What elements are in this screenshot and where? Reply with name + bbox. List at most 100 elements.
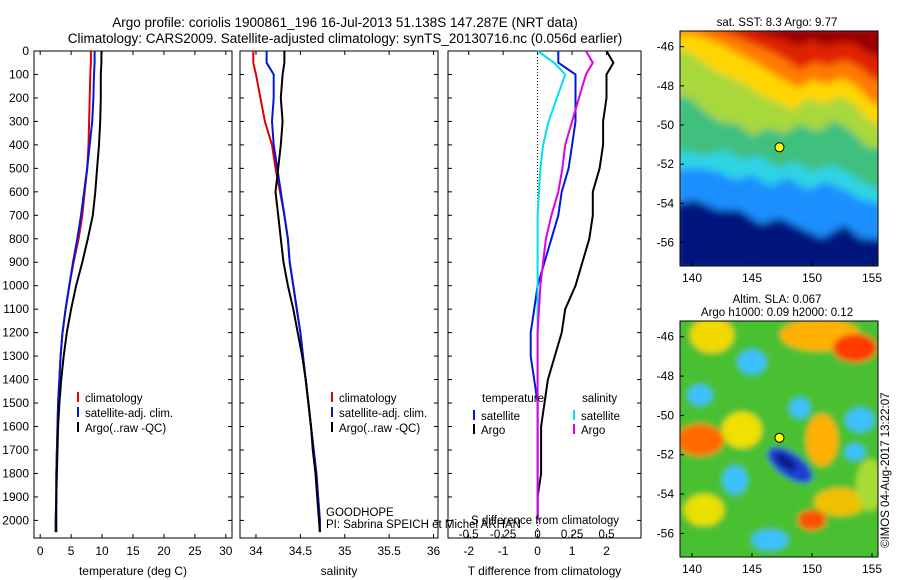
legend-label: climatology [85, 393, 143, 405]
imos-credit: ©IMOS 04-Aug-2017 13:22:07 [880, 392, 892, 548]
x-tick-label: 145 [742, 562, 762, 576]
y-tick-label: -46 [657, 40, 675, 54]
y-tick-label: 1700 [2, 443, 29, 457]
sst-map-field [680, 31, 878, 266]
y-tick-label: -48 [657, 369, 675, 383]
profile-panel-differences: -2 -1 0 1 2 T difference from climatology temp… [447, 50, 642, 578]
legend-label: satellite-adj. clim. [339, 408, 427, 420]
y-tick-label: -54 [657, 487, 675, 501]
y-tick-label: -50 [657, 408, 675, 422]
x-tick-label: 34 [249, 544, 263, 558]
series-line-temperature-argo [536, 50, 615, 521]
y-tick-label: 100 [9, 67, 29, 81]
x-tick-label: 150 [802, 271, 822, 285]
plot-frame [33, 50, 233, 539]
sla-argo-marker [774, 432, 785, 443]
y-tick-label: -54 [657, 196, 675, 210]
profile-panel-temperature: 0 5 10 15 20 25 30 temperature (deg C) 0 100 200 30… [2, 44, 233, 578]
x-tick-label: 15 [126, 544, 140, 558]
x-tick-label: 155 [862, 271, 882, 285]
y-tick-label: 1200 [2, 326, 29, 340]
y-tick-label: -46 [657, 330, 675, 344]
y-tick-label: -52 [657, 157, 675, 171]
x-tick-label: 2 [603, 544, 610, 558]
x-tick-label: 1 [569, 544, 576, 558]
x-tick-label: 150 [802, 562, 822, 576]
x-tick-label: 20 [157, 544, 171, 558]
y-tick-label: 600 [9, 185, 29, 199]
y-tick-label: 0 [22, 44, 29, 58]
legend-title-temperature: temperature [482, 393, 544, 405]
legend-label: Argo [481, 425, 505, 437]
top-x-tick-label: 0.25 [561, 529, 583, 541]
sst-map-axes: 140 145 150 155 -46 -48 -50 -52 -54 -56 [657, 40, 883, 285]
sst-map-frame [679, 30, 879, 267]
legend-label: Argo(..raw -QC) [85, 423, 166, 435]
x-tick-label: 34.5 [289, 544, 313, 558]
x-tick-label: 5 [68, 544, 75, 558]
sst-map-title: sat. SST: 8.3 Argo: 9.77 [717, 17, 838, 29]
sla-map: Altim. SLA: 0.067 Argo h1000: 0.09 h2000… [657, 294, 883, 576]
y-tick-label: 800 [9, 232, 29, 246]
y-tick-label: 1300 [2, 349, 29, 363]
y-tick-label: 1000 [2, 279, 29, 293]
x-axis-label: salinity [321, 564, 358, 578]
figure-title-line1: Argo profile: coriolis 1900861_196 16-Ju… [112, 15, 578, 30]
x-tick-label: -2 [463, 544, 474, 558]
y-tick-label: 200 [9, 91, 29, 105]
y-tick-label: 1100 [3, 302, 29, 316]
y-tick-label: -56 [657, 236, 675, 250]
y-tick-label: 2000 [2, 513, 29, 527]
y-tick-label: 900 [9, 255, 29, 269]
x-tick-label: 30 [219, 544, 233, 558]
x-tick-label: 0 [534, 544, 541, 558]
sla-map-axes: 140 145 150 155 -46 -48 -50 -52 -54 -56 [657, 330, 883, 576]
top-x-tick-label: -0.5 [459, 529, 479, 541]
series-line-climatology [54, 51, 92, 533]
y-tick-label: 500 [9, 161, 29, 175]
series-line-satellite-adj-clim- [265, 51, 321, 533]
y-tick-label: 1400 [2, 373, 29, 387]
legend-label: Argo(..raw -QC) [339, 423, 420, 435]
y-tick-label: 1800 [2, 466, 29, 480]
series-line-climatology [252, 51, 321, 533]
sst-map: sat. SST: 8.3 Argo: 9.77 140 145 150 155 -46… [657, 17, 883, 285]
program-name: GOODHOPE [326, 507, 394, 519]
legend-title-salinity: salinity [582, 393, 617, 405]
principal-investigator: PI: Sabrina SPEICH et Michel ARHAN [326, 519, 521, 531]
x-tick-label: 35.5 [377, 544, 401, 558]
x-tick-label: 155 [862, 562, 882, 576]
x-tick-label: 0 [37, 544, 44, 558]
y-tick-label: 400 [9, 138, 29, 152]
top-x-axis-label: S difference from climatology [471, 515, 619, 527]
figure-title-line2: Climatology: CARS2009. Satellite-adjuste… [68, 31, 623, 46]
series-line-salinity-argo [536, 50, 594, 521]
y-tick-label: 300 [9, 114, 29, 128]
x-axis-label: temperature (deg C) [79, 564, 187, 578]
x-tick-label: 140 [682, 271, 702, 285]
plot-frame [239, 50, 439, 539]
top-x-tick-label: 0.5 [599, 529, 615, 541]
x-tick-label: 35 [338, 544, 352, 558]
y-tick-label: -56 [657, 526, 675, 540]
sst-argo-marker [774, 142, 785, 153]
x-tick-label: 36 [427, 544, 441, 558]
legend-label: satellite [581, 411, 620, 423]
legend-label: satellite-adj. clim. [85, 408, 173, 420]
legend-label: Argo [581, 425, 605, 437]
legend-label: climatology [339, 393, 397, 405]
top-x-tick-label: 0 [534, 529, 540, 541]
profile-panel-salinity: 34 34.5 35 35.5 36 salinity climatology satelli… [239, 50, 441, 578]
y-tick-label: 1600 [2, 420, 29, 434]
plot-frame [447, 50, 642, 539]
legend-label: satellite [481, 411, 520, 423]
series-line-argo-raw-qc- [274, 51, 321, 533]
y-tick-label: -50 [657, 118, 675, 132]
y-tick-label: 700 [9, 208, 29, 222]
sla-map-title-line2: Argo h1000: 0.09 h2000: 0.12 [701, 307, 853, 319]
x-axis-label: T difference from climatology [468, 564, 622, 578]
x-tick-label: 140 [682, 562, 702, 576]
y-tick-label: 1900 [2, 490, 29, 504]
